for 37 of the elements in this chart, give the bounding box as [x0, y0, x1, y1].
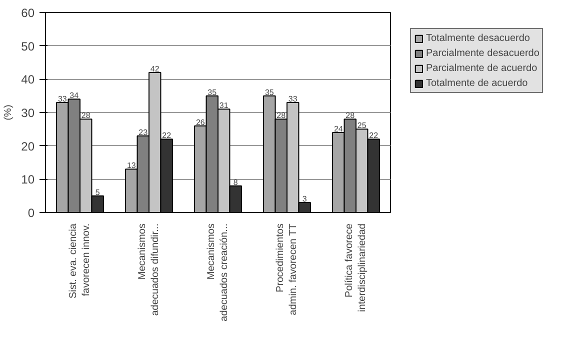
y-tick-label: 0: [28, 206, 35, 220]
data-label: 31: [219, 101, 229, 110]
x-tick-label: Mecanismos adecuados difundir...: [136, 223, 162, 316]
y-tick-label: 60: [21, 6, 35, 20]
x-tick-label: Mecanismos adecuados creación...: [206, 223, 230, 322]
data-label: 24: [334, 124, 344, 134]
y-tick-label: 10: [21, 172, 35, 187]
y-tick-label: 30: [21, 106, 35, 120]
data-label: 35: [208, 88, 218, 97]
data-label: 26: [196, 118, 206, 127]
data-label: 13: [126, 161, 136, 170]
data-label: 33: [288, 94, 298, 104]
data-label: 28: [276, 111, 286, 120]
x-tick-label: Política favorece interdisciplinariedad: [344, 223, 368, 312]
data-label: 35: [264, 88, 274, 97]
legend-label: Totalmente desacuerdo: [426, 32, 530, 44]
data-label: 22: [369, 131, 379, 140]
data-label: 5: [95, 188, 100, 197]
y-tick-label: 40: [21, 72, 35, 87]
data-label: 22: [162, 131, 172, 140]
y-tick-label: 20: [21, 139, 35, 154]
legend-label: Parcialmente desacuerdo: [426, 47, 540, 59]
data-label: 3: [302, 194, 308, 204]
data-label: 42: [150, 64, 160, 74]
data-label: 8: [233, 178, 238, 187]
data-label: 23: [138, 128, 148, 137]
x-tick-label: Sist. eva. ciencia favorecen innov.: [68, 223, 92, 299]
data-label: 28: [81, 111, 91, 120]
data-label: 33: [58, 94, 68, 104]
x-tick-label: Procedimientos admin. favorecen TT: [274, 224, 300, 316]
legend-label: Totalmente de acuerdo: [426, 77, 528, 89]
data-label: 34: [70, 91, 80, 100]
y-tick-label: 50: [21, 39, 35, 54]
data-label: 28: [346, 111, 356, 120]
y-axis-title: (%): [3, 104, 14, 120]
legend-label: Parcialmente de acuerdo: [426, 62, 538, 74]
data-label: 25: [357, 121, 367, 130]
